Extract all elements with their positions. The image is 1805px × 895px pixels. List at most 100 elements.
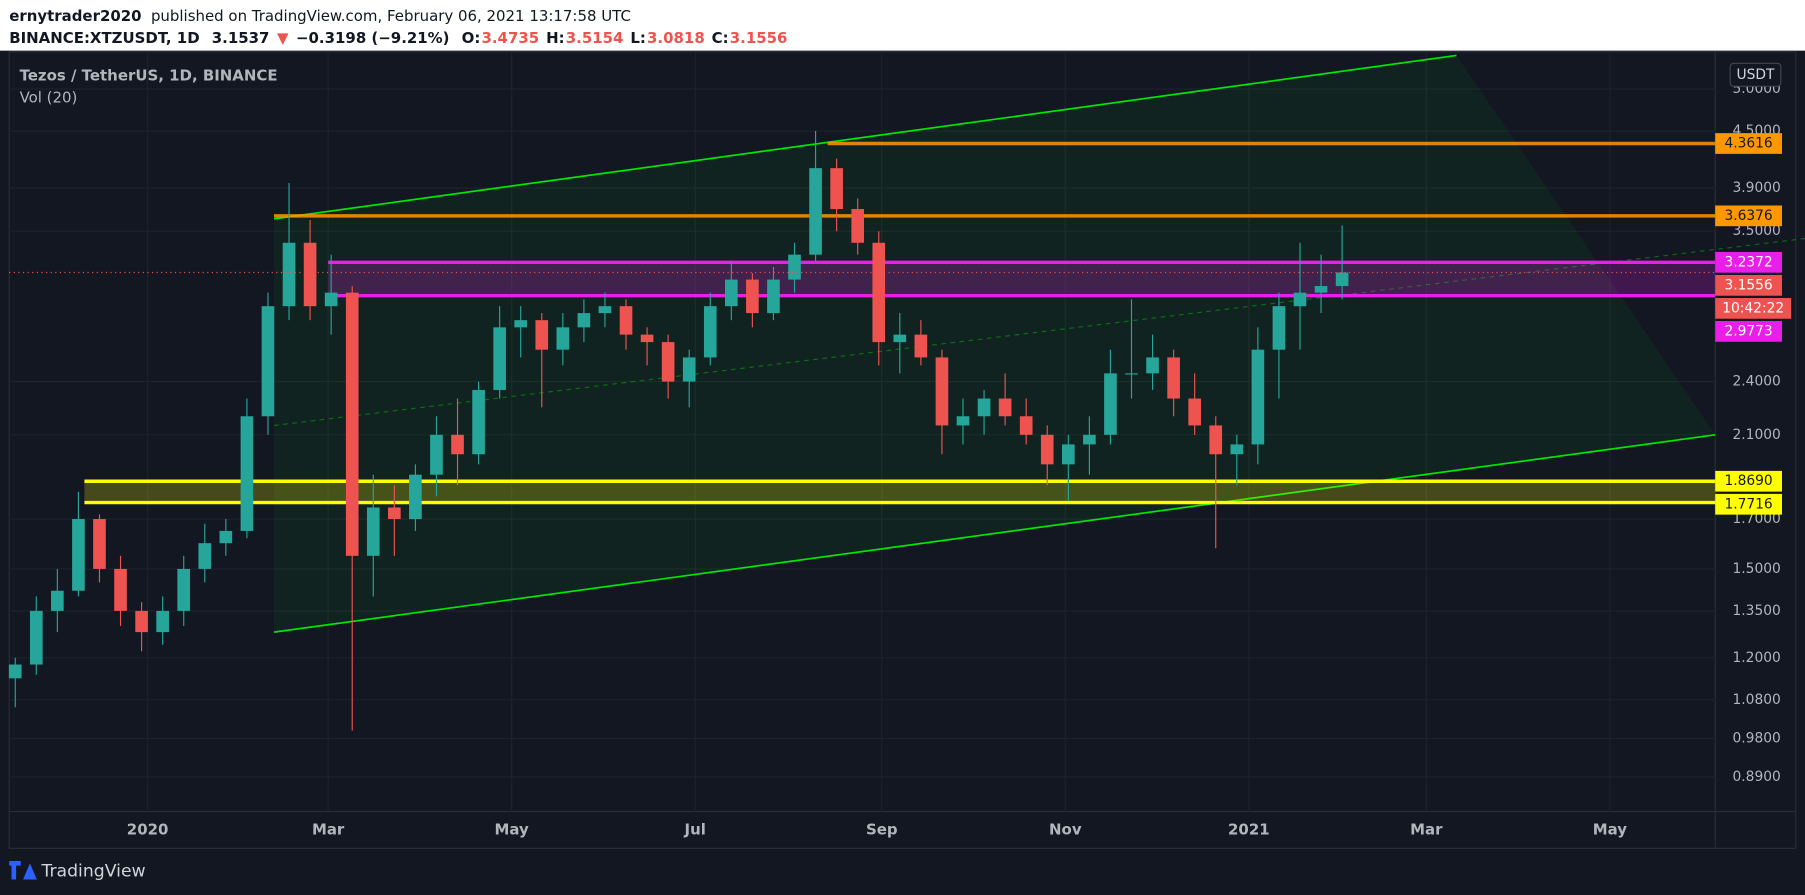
- price-label-box: [1715, 133, 1782, 154]
- candle-body: [788, 254, 801, 280]
- candle-body: [1104, 373, 1117, 435]
- indicator-label: Vol (20): [20, 88, 78, 106]
- candle-body: [1230, 444, 1244, 455]
- grid: [9, 51, 1716, 812]
- candle-body: [1209, 425, 1223, 455]
- candle-body: [1125, 373, 1138, 375]
- candle-body: [935, 357, 949, 426]
- candle-body: [93, 519, 106, 569]
- currency[interactable]: USDT: [1737, 67, 1775, 83]
- y-tick-label: 3.5000: [1733, 223, 1781, 239]
- candle-body: [219, 530, 233, 544]
- x-tick-label: 2021: [1228, 820, 1270, 838]
- candle-body: [1293, 292, 1307, 307]
- candle-body: [366, 507, 380, 556]
- candle-body: [977, 398, 991, 417]
- last: 3.1537: [212, 28, 270, 46]
- price-label-box: [1715, 470, 1782, 492]
- candle-body: [872, 242, 886, 343]
- candle-body: [51, 590, 64, 611]
- y-tick-label: 2.1000: [1733, 427, 1781, 443]
- x-tick-label: May: [1593, 820, 1628, 838]
- candle-body: [619, 306, 633, 335]
- price-label-box: [1715, 205, 1782, 227]
- price-label: 2.9773: [1724, 323, 1772, 339]
- channel-upper: [273, 54, 1457, 220]
- y-tick-label: 1.5000: [1733, 561, 1781, 577]
- header-bg: [0, 0, 1805, 51]
- ohlc-value: 3.5154: [566, 28, 624, 46]
- brand-logo: [9, 861, 37, 880]
- channel-midline: [273, 237, 1805, 427]
- candle-body: [1146, 357, 1159, 374]
- y-tick-label: 2.4000: [1733, 374, 1781, 390]
- ohlc-key: H:: [546, 28, 565, 46]
- candle-body: [472, 389, 485, 455]
- ohlc-value: 3.0818: [647, 28, 705, 46]
- price-label: 1.7716: [1724, 496, 1772, 512]
- candle-body: [1083, 434, 1096, 445]
- x-tick-label: Mar: [1410, 820, 1443, 838]
- price-label: 1.8690: [1724, 473, 1772, 489]
- y-tick-label: 0.8900: [1733, 769, 1781, 785]
- header-published: ernytrader2020 published on TradingView.…: [9, 7, 631, 25]
- candle-body: [661, 342, 675, 382]
- y-tick-label: 1.7000: [1733, 511, 1781, 527]
- candle-body: [8, 664, 22, 679]
- price-label-box: [1715, 321, 1782, 342]
- candle-body: [282, 242, 296, 307]
- price-label-box: [1715, 298, 1792, 319]
- candle-body: [29, 610, 43, 665]
- ohlc-key: C:: [712, 28, 729, 46]
- candle-body: [725, 279, 738, 307]
- candle-body: [409, 474, 422, 520]
- candle-body: [1167, 357, 1180, 399]
- x-tick-label: 2020: [127, 820, 169, 838]
- candle-body: [240, 416, 254, 531]
- candle-body: [1040, 434, 1054, 465]
- chart-panel: [8, 51, 1797, 849]
- candle-body: [72, 519, 85, 591]
- price-label: 10:42:22: [1722, 300, 1784, 316]
- y-tick-label: 1.2000: [1733, 650, 1781, 666]
- zone: [328, 262, 1716, 296]
- y-tick-label: 3.9000: [1733, 180, 1781, 196]
- candle-body: [514, 320, 528, 328]
- candle-body: [682, 357, 696, 382]
- header-quote: BINANCE:XTZUSDT, 1D 3.1537 ▼ −0.3198 (−9…: [9, 28, 787, 46]
- ohlc-key: L:: [630, 28, 646, 46]
- candle-body: [493, 327, 506, 390]
- x-tick-label: Sep: [866, 820, 898, 838]
- currency-box[interactable]: [1729, 62, 1782, 87]
- candle-body: [135, 610, 148, 633]
- price-label-box: [1715, 251, 1782, 273]
- candle-body: [746, 279, 759, 314]
- price-label: 4.3616: [1724, 136, 1772, 152]
- candle-body: [324, 292, 338, 307]
- candle-body: [1019, 416, 1033, 435]
- y-tick-label: 0.9800: [1733, 731, 1781, 747]
- x-tick-label: May: [495, 820, 530, 838]
- candle-body: [914, 334, 928, 358]
- ohlc-value: 3.1556: [730, 28, 788, 46]
- ohlc-key: O:: [462, 28, 481, 46]
- candle-body: [388, 507, 401, 520]
- candle-body: [156, 610, 169, 633]
- candle-body: [451, 434, 464, 455]
- zone: [84, 481, 1716, 503]
- candle-body: [1272, 306, 1286, 350]
- axes: 5.00004.50003.90003.50002.40002.10001.70…: [127, 81, 1792, 838]
- candle-body: [767, 279, 780, 314]
- candle-body: [303, 242, 317, 307]
- candle-body: [577, 313, 591, 328]
- candle-body: [1251, 349, 1265, 445]
- candle-body: [998, 398, 1012, 417]
- candle-body: [345, 292, 359, 556]
- candle-body: [809, 168, 822, 255]
- candle-body: [956, 416, 970, 426]
- chart-title: Tezos / TetherUS, 1D, BINANCE: [20, 66, 278, 84]
- candle-body: [430, 434, 443, 475]
- ohlc-value: 3.4735: [481, 28, 539, 46]
- candle-body: [1061, 444, 1075, 465]
